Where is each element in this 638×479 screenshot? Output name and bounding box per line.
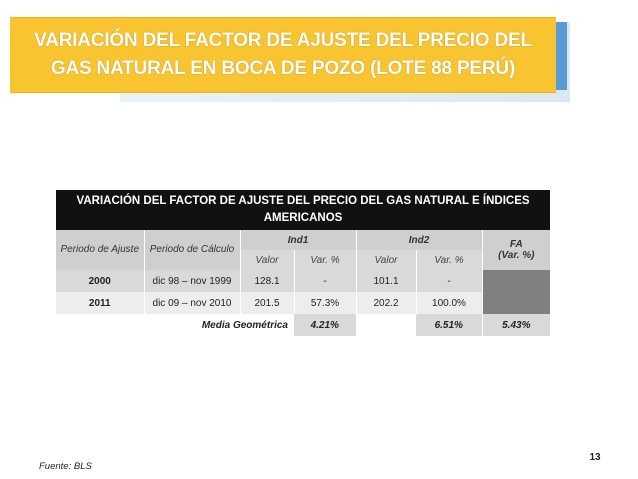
footer-ind2-value: 6.51%: [416, 314, 483, 336]
header-periodo-ajuste: Periodo de Ajuste: [56, 230, 145, 270]
cell-fa: [482, 292, 551, 314]
slide-title: VARIACIÓN DEL FACTOR DE AJUSTE DEL PRECI…: [26, 27, 540, 83]
header-ind2: Ind2: [356, 230, 483, 250]
table-footer-row: Media Geométrica 4.21% 6.51% 5.43%: [56, 314, 551, 336]
table-header-row-1: Periodo de Ajuste Periodo de Cálculo Ind…: [56, 230, 551, 270]
cell-ind1-var: 57.3%: [294, 292, 357, 314]
table-header-row-2: Valor Var. % Valor Var. %: [56, 250, 550, 270]
slide-title-line-2: GAS NATURAL EN BOCA DE POZO (LOTE 88 PER…: [50, 58, 516, 79]
header-ind1-var: Var. %: [294, 250, 357, 270]
cell-ind1-valor: 201.5: [240, 292, 295, 314]
cell-ajuste: 2000: [56, 270, 145, 292]
page-number: 13: [589, 452, 601, 463]
banner-accent-bar: [555, 22, 567, 90]
slide-title-line-1: VARIACIÓN DEL FACTOR DE AJUSTE DEL PRECI…: [34, 30, 532, 51]
cell-ind1-var: -: [294, 270, 357, 292]
footer-ind1-value: 4.21%: [294, 314, 357, 336]
header-ind2-valor: Valor: [356, 250, 417, 270]
cell-calculo: dic 09 – nov 2010: [144, 292, 241, 314]
header-fa-label: FA: [509, 239, 523, 250]
title-banner: VARIACIÓN DEL FACTOR DE AJUSTE DEL PRECI…: [10, 17, 556, 93]
adjustment-factor-table: VARIACIÓN DEL FACTOR DE AJUSTE DEL PRECI…: [56, 190, 551, 336]
cell-ind2-valor: 202.2: [356, 292, 417, 314]
cell-ind2-var: 100.0%: [416, 292, 483, 314]
table-title-row: VARIACIÓN DEL FACTOR DE AJUSTE DEL PRECI…: [56, 190, 551, 230]
cell-ind2-valor: 101.1: [356, 270, 417, 292]
header-ind1-valor: Valor: [240, 250, 295, 270]
footer-fa-value: 5.43%: [482, 314, 551, 336]
table-row: 2011 dic 09 – nov 2010 201.5 57.3% 202.2…: [56, 292, 551, 314]
header-fa: FA (Var. %): [482, 230, 551, 270]
header-periodo-calculo: Periodo de Cálculo: [144, 230, 241, 270]
cell-calculo: dic 98 – nov 1999: [144, 270, 241, 292]
header-fa-unit: (Var. %): [498, 250, 535, 261]
table-row: 2000 dic 98 – nov 1999 128.1 - 101.1 -: [56, 270, 551, 292]
cell-fa: [482, 270, 551, 292]
cell-ajuste: 2011: [56, 292, 145, 314]
footer-empty-cell: [356, 314, 416, 336]
header-ind1: Ind1: [240, 230, 357, 250]
table-title: VARIACIÓN DEL FACTOR DE AJUSTE DEL PRECI…: [56, 190, 551, 230]
source-note: Fuente: BLS: [39, 461, 92, 472]
header-ind2-var: Var. %: [416, 250, 483, 270]
cell-ind2-var: -: [416, 270, 483, 292]
cell-ind1-valor: 128.1: [240, 270, 295, 292]
footer-media-geometrica-label: Media Geométrica: [56, 314, 294, 336]
